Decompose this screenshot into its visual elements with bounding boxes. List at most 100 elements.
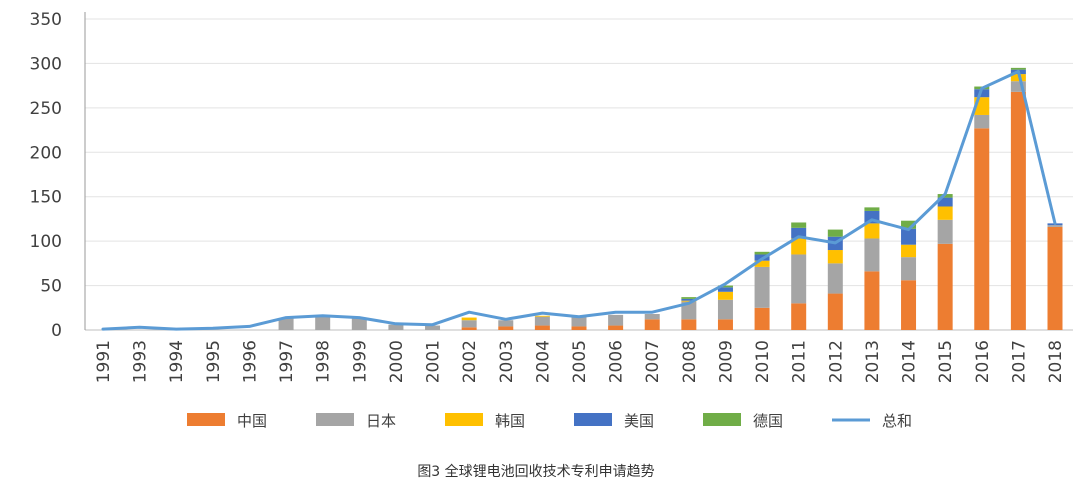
bar-segment (937, 206, 953, 220)
bar-segment (425, 325, 441, 330)
bar-segment (974, 128, 990, 330)
y-tick-label: 150 (30, 188, 62, 208)
bar-segment (754, 266, 770, 308)
bar-segment (681, 301, 697, 320)
bar-segment (901, 257, 917, 281)
bar-segment (571, 315, 587, 327)
y-tick-label: 100 (30, 232, 62, 252)
bar-segment (754, 260, 770, 267)
x-tick-label: 2000 (387, 340, 407, 383)
legend-label: 日本 (366, 412, 396, 430)
bar-segment (864, 223, 880, 239)
x-tick-label: 2007 (643, 340, 663, 383)
x-tick-label: 2001 (424, 340, 444, 383)
bar-segment (498, 320, 514, 327)
legend-label: 中国 (237, 412, 267, 430)
x-tick-label: 2008 (680, 340, 700, 383)
legend: 中国 日本 韩国 美国 德国 总和 (187, 412, 912, 430)
bar-segment (717, 319, 733, 330)
bar-segment (534, 325, 550, 330)
bar-segment (864, 238, 880, 272)
x-tick-label: 1991 (94, 340, 114, 383)
y-tick-label: 50 (40, 277, 62, 297)
bar-segment (461, 327, 477, 330)
x-tick-label: 1995 (204, 340, 224, 383)
bar-segment (681, 319, 697, 330)
bar-segment (608, 314, 624, 326)
legend-swatch (316, 413, 354, 426)
bar-segment (681, 298, 697, 301)
bar-segment (827, 293, 843, 330)
bar-segment (827, 250, 843, 264)
bar-segment (791, 227, 807, 239)
legend-swatch (187, 413, 225, 426)
bar-segment (827, 229, 843, 237)
bar-segment (791, 222, 807, 228)
legend-swatch (703, 413, 741, 426)
x-tick-label: 2014 (900, 340, 920, 383)
x-tick-label: 2016 (973, 340, 993, 383)
figure-caption: 图3 全球锂电池回收技术专利申请趋势 (417, 463, 654, 480)
bar-segment (608, 325, 624, 330)
bar-segment (901, 244, 917, 258)
total-series-line (101, 69, 1057, 331)
bar-segment (717, 287, 733, 292)
bar-segment (315, 316, 331, 330)
x-tick-label: 1996 (240, 340, 260, 383)
bar-segment (974, 114, 990, 129)
y-tick-label: 250 (30, 99, 62, 119)
x-tick-label: 2013 (863, 340, 883, 383)
gridlines (85, 18, 1073, 331)
bar-segment (937, 243, 953, 330)
bar-segment (1047, 225, 1063, 227)
bar-segment (681, 297, 697, 299)
x-tick-label: 2011 (790, 340, 810, 383)
bar-segment (791, 303, 807, 330)
bar-segment (937, 219, 953, 244)
bar-segment (754, 307, 770, 330)
y-tick-label: 200 (30, 143, 62, 163)
x-tick-label: 2018 (1046, 340, 1066, 383)
x-tick-label: 1993 (131, 340, 151, 383)
stacked-bars (278, 67, 1063, 330)
x-tick-label: 2002 (460, 340, 480, 383)
bar-segment (717, 299, 733, 320)
bar-segment (791, 254, 807, 304)
x-tick-label: 1997 (277, 340, 297, 383)
x-tick-label: 2005 (570, 340, 590, 383)
bar-segment (461, 320, 477, 328)
bar-segment (901, 228, 917, 245)
bar-segment (1010, 81, 1026, 92)
bar-segment (1047, 226, 1063, 330)
total-line (101, 69, 1057, 331)
bar-segment (571, 326, 587, 330)
legend-swatch (574, 413, 612, 426)
x-tick-label: 1994 (167, 340, 187, 383)
bar-segment (754, 251, 770, 255)
legend-swatch (445, 413, 483, 426)
bar-segment (901, 220, 917, 229)
y-tick-label: 0 (51, 321, 62, 341)
bar-segment (498, 326, 514, 330)
bar-segment (461, 317, 477, 321)
bar-segment (388, 324, 404, 330)
bar-segment (974, 89, 990, 98)
x-tick-label: 1999 (350, 340, 370, 383)
bar-segment (827, 263, 843, 294)
x-tick-label: 2010 (753, 340, 773, 383)
bar-segment (937, 197, 953, 207)
y-tick-label: 350 (30, 10, 62, 30)
x-tick-label: 2003 (497, 340, 517, 383)
bar-segment (644, 314, 660, 320)
legend-label: 韩国 (495, 412, 525, 430)
x-tick-label: 2012 (826, 340, 846, 383)
bar-segment (278, 318, 294, 330)
x-tick-label: 2017 (1009, 340, 1029, 383)
bar-segment (901, 280, 917, 330)
x-tick-label: 2004 (533, 340, 553, 383)
bar-segment (534, 315, 550, 317)
legend-label: 德国 (753, 412, 783, 430)
x-tick-label: 1998 (314, 340, 334, 383)
x-axis-ticks: 1991 1993 1994 1995 1996 1997 1998 1999 2000 2001… (94, 340, 1066, 383)
